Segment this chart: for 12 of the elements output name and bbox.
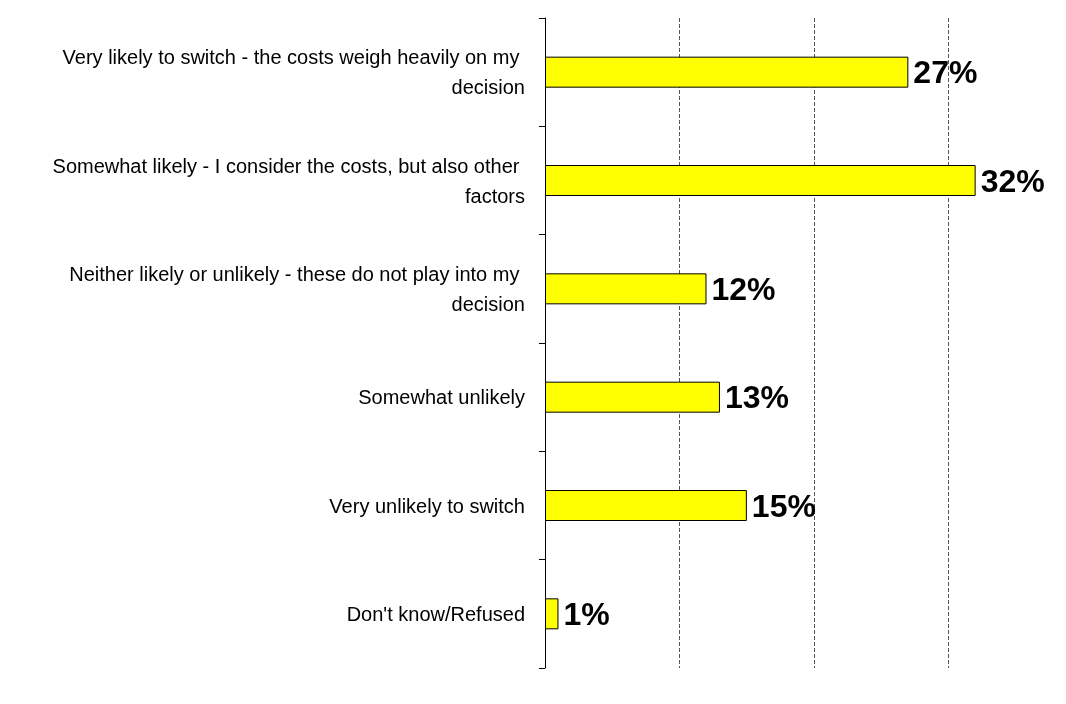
data-label: 12% (711, 270, 776, 307)
data-label: 27% (913, 54, 978, 91)
data-label: 15% (751, 487, 816, 524)
y-tick-label: Somewhat unlikely (358, 386, 525, 409)
data-label: 1% (563, 595, 610, 632)
y-tick-label: Somewhat likely - I consider the costs, but also other factors (52, 154, 525, 207)
y-tick-label: Very unlikely to switch (329, 494, 525, 517)
data-label: 13% (724, 379, 789, 416)
y-tick-label: Neither likely or unlikely - these do not play into my decision (69, 262, 525, 315)
y-tick-label: Very likely to switch - the costs weigh heavily on my decision (62, 46, 525, 99)
y-tick-label: Don't know/Refused (346, 602, 525, 625)
data-label: 32% (980, 162, 1045, 199)
